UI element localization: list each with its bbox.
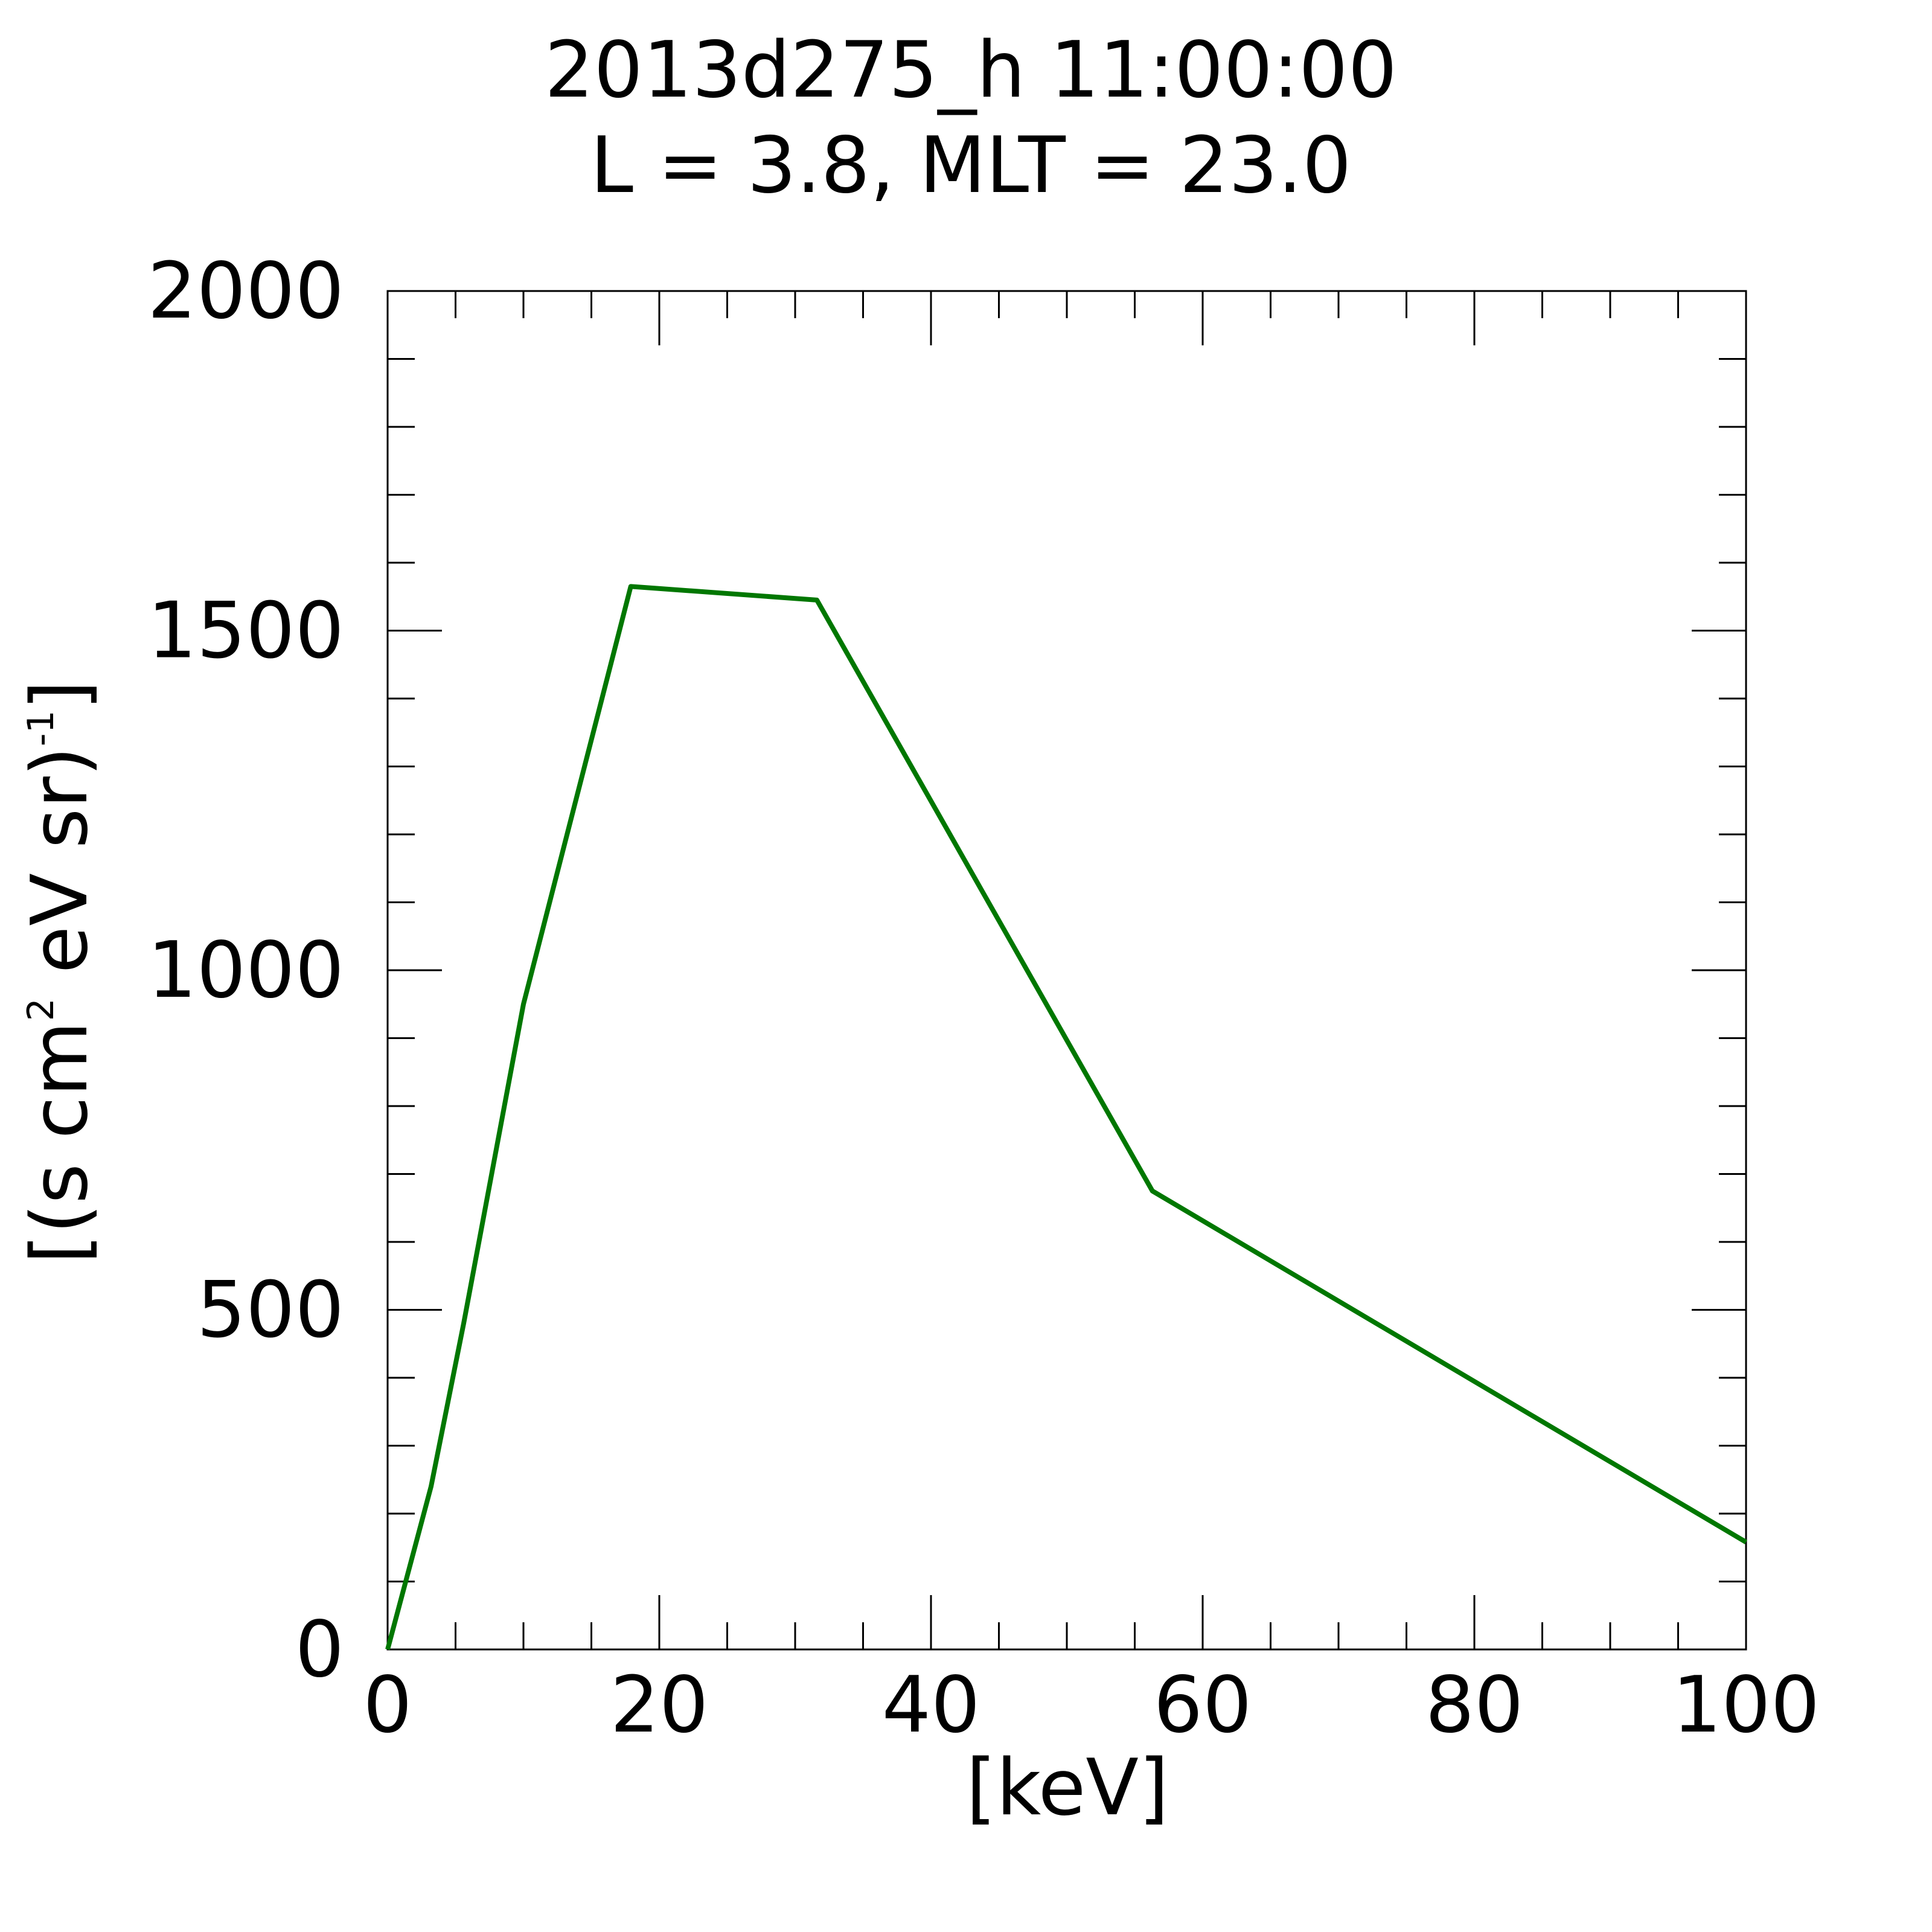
- y-tick-label: 500: [197, 1265, 344, 1355]
- y-label-sup: -1: [20, 710, 62, 746]
- y-label-part: [(s cm: [15, 1021, 105, 1264]
- y-tick-label: 2000: [147, 246, 344, 336]
- y-label-part: eV sr): [15, 746, 105, 998]
- y-label-sup: 2: [20, 998, 62, 1021]
- x-tick-label: 80: [1425, 1660, 1524, 1750]
- x-tick-label: 100: [1672, 1660, 1820, 1750]
- x-tick-label: 0: [363, 1660, 412, 1750]
- y-tick-label: 1000: [147, 926, 344, 1016]
- x-tick-label: 60: [1154, 1660, 1252, 1750]
- y-axis-label: [(s cm2 eV sr)-1]: [15, 680, 105, 1264]
- x-tick-label: 40: [882, 1660, 980, 1750]
- x-axis-label: [keV]: [966, 1743, 1169, 1833]
- data-line: [385, 584, 1748, 1651]
- chart-subtitle: L = 3.8, MLT = 23.0: [590, 121, 1352, 211]
- y-tick-label: 0: [295, 1605, 344, 1695]
- chart-title: 2013d275_h 11:00:00: [545, 25, 1397, 115]
- plot-frame: [386, 290, 1747, 1651]
- y-label-part: ]: [15, 680, 105, 710]
- x-tick-label: 20: [610, 1660, 709, 1750]
- y-tick-label: 1500: [147, 586, 344, 676]
